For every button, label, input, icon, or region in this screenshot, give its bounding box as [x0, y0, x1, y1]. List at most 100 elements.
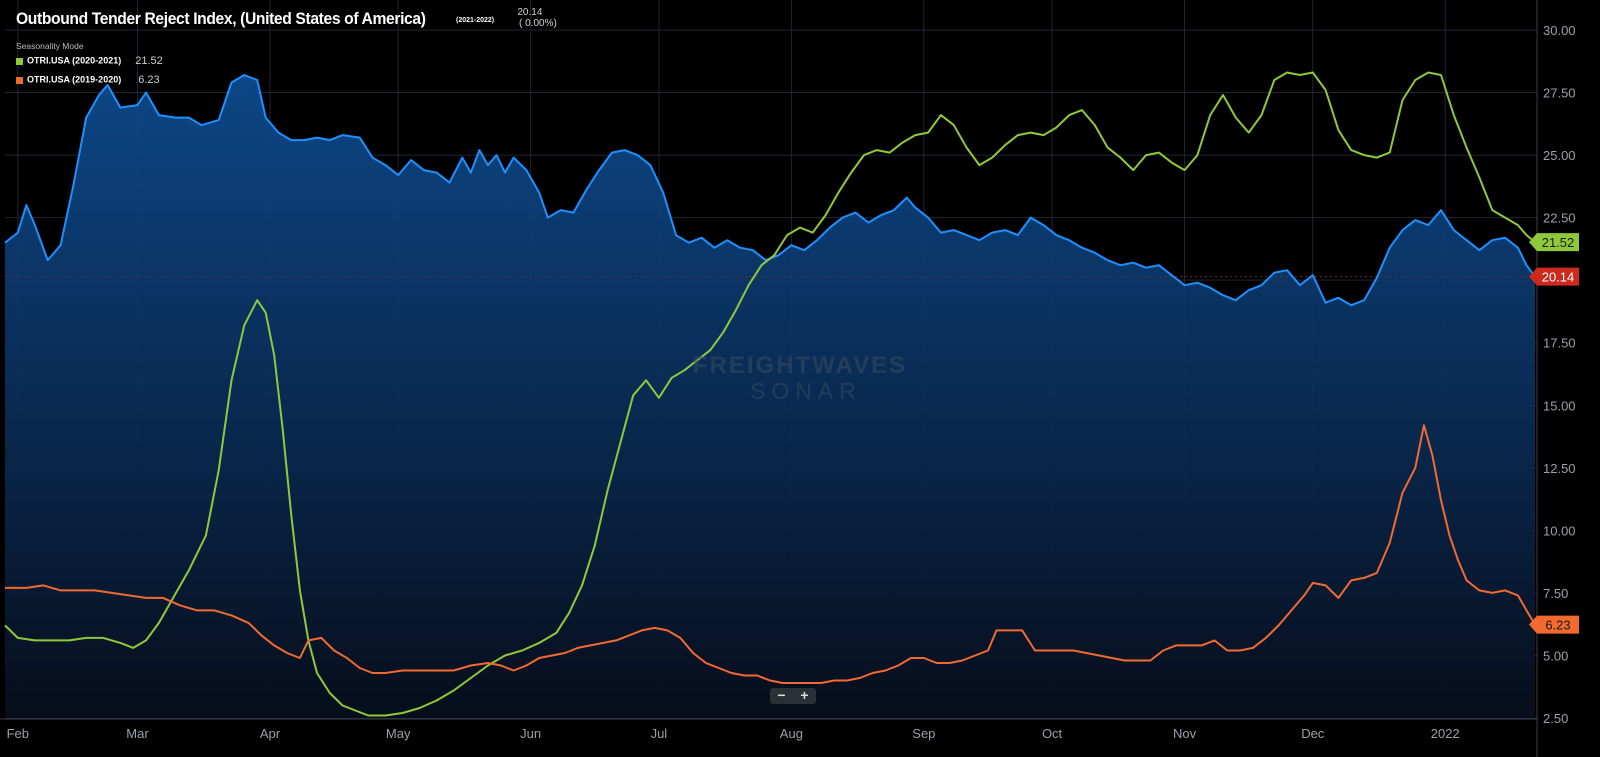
- data-point: [594, 544, 596, 546]
- data-point: [60, 244, 62, 246]
- data-point: [1055, 127, 1057, 129]
- data-point: [98, 94, 100, 96]
- data-point: [1068, 114, 1070, 116]
- x-tick-label: Jun: [520, 726, 541, 741]
- data-point: [1363, 299, 1365, 301]
- data-point: [1265, 637, 1267, 639]
- data-point: [867, 222, 869, 224]
- data-point: [1491, 209, 1493, 211]
- y-tick-label: 12.50: [1543, 461, 1576, 476]
- legend-item-2020-2021[interactable]: OTRI.USA (2020-2021) 21.52: [16, 55, 163, 67]
- data-point: [1376, 277, 1378, 279]
- current-value-box: 20.14 ( 0.00%): [503, 7, 556, 29]
- data-point: [4, 624, 6, 626]
- data-point: [581, 584, 583, 586]
- data-point: [42, 584, 44, 586]
- end-label-text: 21.52: [1542, 235, 1575, 250]
- data-point: [940, 232, 942, 234]
- data-point: [470, 664, 472, 666]
- data-point: [201, 124, 203, 126]
- data-point: [812, 232, 814, 234]
- data-point: [1491, 592, 1493, 594]
- data-point: [136, 104, 138, 106]
- data-point: [538, 642, 540, 644]
- data-point: [1119, 264, 1121, 266]
- data-point: [1504, 589, 1506, 591]
- data-point: [188, 569, 190, 571]
- data-point: [17, 232, 19, 234]
- data-point: [1312, 582, 1314, 584]
- data-point: [1504, 217, 1506, 219]
- data-point: [231, 614, 233, 616]
- data-point: [1209, 114, 1211, 116]
- data-point: [1043, 224, 1045, 226]
- data-point: [1466, 147, 1468, 149]
- data-point: [953, 229, 955, 231]
- data-point: [632, 394, 634, 396]
- data-point: [538, 657, 540, 659]
- data-point: [927, 132, 929, 134]
- data-point: [179, 604, 181, 606]
- data-point: [111, 592, 113, 594]
- data-point: [299, 589, 301, 591]
- legend-item-2019-2020[interactable]: OTRI.USA (2019-2020) 6.23: [16, 74, 160, 86]
- watermark-freightwaves: FREIGHTWAVES: [693, 352, 907, 379]
- data-point: [1132, 262, 1134, 264]
- data-point: [906, 197, 908, 199]
- data-point: [1158, 152, 1160, 154]
- data-point: [739, 247, 741, 249]
- data-point: [1021, 629, 1023, 631]
- data-point: [346, 657, 348, 659]
- zoom-out-button[interactable]: −: [777, 687, 786, 703]
- data-point: [1402, 229, 1404, 231]
- data-point: [1107, 259, 1109, 261]
- y-tick-label: 25.00: [1543, 148, 1576, 163]
- data-point: [897, 664, 899, 666]
- series-line-2: [5, 424, 1536, 684]
- data-point: [1363, 577, 1365, 579]
- data-point: [1094, 124, 1096, 126]
- data-point: [1068, 239, 1070, 241]
- data-point: [1286, 72, 1288, 74]
- data-point: [273, 644, 275, 646]
- data-point: [1440, 499, 1442, 501]
- data-point: [547, 217, 549, 219]
- legend-value: 6.23: [138, 74, 160, 86]
- data-point: [756, 674, 758, 676]
- data-point: [615, 639, 617, 641]
- data-point: [910, 657, 912, 659]
- data-point: [1431, 454, 1433, 456]
- data-point: [25, 587, 27, 589]
- end-label-0: 20.14: [1529, 267, 1579, 286]
- data-point: [495, 154, 497, 156]
- end-labels: 20.14 21.52 6.23: [1529, 233, 1579, 634]
- data-point: [590, 644, 592, 646]
- data-point: [384, 714, 386, 716]
- data-point: [1030, 217, 1032, 219]
- data-point: [329, 139, 331, 141]
- zoom-in-button[interactable]: +: [800, 687, 809, 703]
- data-point: [666, 629, 668, 631]
- data-point: [953, 124, 955, 126]
- y-tick-label: 27.50: [1543, 86, 1576, 101]
- data-point: [1478, 249, 1480, 251]
- data-point: [175, 117, 177, 119]
- data-point: [1525, 234, 1527, 236]
- data-point: [1414, 467, 1416, 469]
- data-point: [901, 142, 903, 144]
- data-point: [1235, 117, 1237, 119]
- data-point: [1478, 589, 1480, 591]
- data-point: [1303, 594, 1305, 596]
- data-point: [34, 224, 36, 226]
- data-point: [1248, 132, 1250, 134]
- data-point: [384, 164, 386, 166]
- data-point: [803, 249, 805, 251]
- data-point: [722, 332, 724, 334]
- data-point: [231, 379, 233, 381]
- data-point: [504, 172, 506, 174]
- series-area-0: [5, 75, 1535, 718]
- data-point: [1466, 579, 1468, 581]
- data-point: [1188, 644, 1190, 646]
- y-tick-label: 30.00: [1543, 23, 1576, 38]
- data-point: [188, 117, 190, 119]
